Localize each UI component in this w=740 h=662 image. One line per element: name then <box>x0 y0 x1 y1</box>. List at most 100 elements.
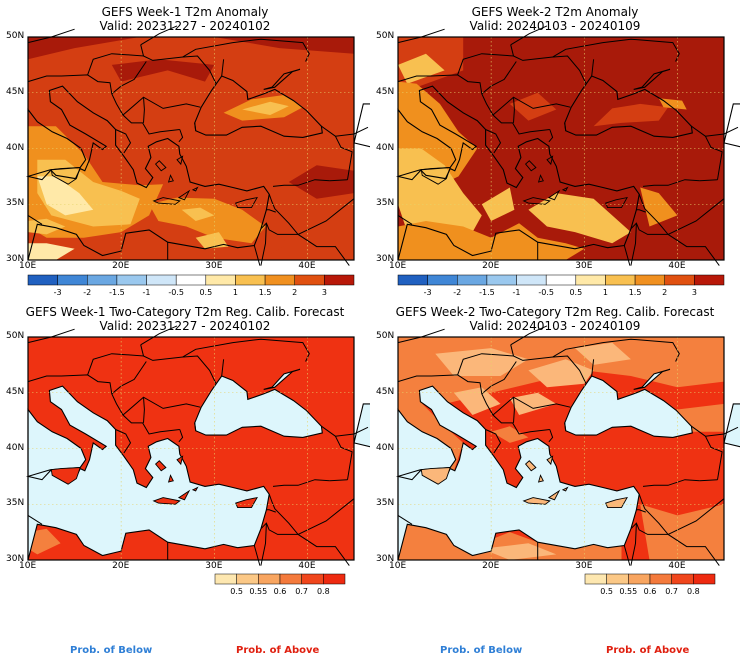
caspian-sea <box>723 403 740 448</box>
colorbar-tick-label: -3 <box>424 288 432 297</box>
colorbar-tick-label: 0.8 <box>317 587 330 596</box>
colorbar-swatch <box>116 274 147 286</box>
colorbar-swatch <box>575 274 606 286</box>
anomaly-contour-region <box>528 193 631 244</box>
country-border <box>548 429 554 443</box>
country-border <box>397 74 550 135</box>
colorbar-swatch <box>323 573 346 585</box>
anomaly-contour-region <box>37 176 94 216</box>
map-frame <box>27 36 355 261</box>
panel-title: GEFS Week-1 T2m Anomaly <box>101 5 269 19</box>
panel-title: GEFS Week-2 Two-Category T2m Reg. Calib.… <box>395 305 715 319</box>
lat-label: 45N <box>6 86 25 97</box>
island <box>522 497 551 505</box>
lat-label: 40N <box>376 142 395 153</box>
colorbar-swatch <box>397 274 428 286</box>
colorbar-tick-label: -1.5 <box>479 288 495 297</box>
country-border <box>27 74 180 135</box>
anomaly-contour-region <box>242 101 289 115</box>
anomaly-contour-region <box>398 148 482 238</box>
island <box>605 196 628 209</box>
country-border <box>699 179 718 182</box>
anomaly-contour-region <box>398 53 445 84</box>
country-border <box>481 361 517 395</box>
country-border <box>481 61 517 95</box>
country-border <box>111 361 147 395</box>
colorbar-tick-label: -0.5 <box>538 288 554 297</box>
country-border <box>260 222 350 266</box>
country-border <box>329 479 348 482</box>
lat-label: 45N <box>376 86 395 97</box>
country-border <box>591 359 595 377</box>
colorbar-tick-label: 0.55 <box>619 587 637 596</box>
probability-region <box>528 359 594 388</box>
country-border <box>260 522 350 566</box>
panel-valid-dates: Valid: 20240103 - 20240109 <box>469 319 641 333</box>
country-border <box>397 214 413 225</box>
colorbar-swatch <box>27 274 58 286</box>
country-border <box>564 122 567 131</box>
country-border <box>630 223 637 266</box>
black-sea <box>564 375 693 438</box>
island <box>176 155 184 166</box>
lon-label: 20E <box>112 561 130 571</box>
island <box>191 186 199 192</box>
colorbar-tick-label: 0.55 <box>249 587 267 596</box>
colorbar-swatch <box>634 274 665 286</box>
country-border <box>642 479 700 487</box>
panel-week2-probability: GEFS Week-2 Two-Category T2m Reg. Calib.… <box>370 300 740 600</box>
country-border <box>457 344 515 376</box>
island <box>537 174 544 183</box>
lat-label: 30N <box>376 254 395 264</box>
island <box>561 486 569 492</box>
lat-label: 30N <box>376 554 395 564</box>
country-border <box>194 422 197 431</box>
anomaly-contour-region <box>288 165 354 199</box>
colorbar-tick-label: 0.8 <box>687 587 700 596</box>
anomaly-contour-region <box>640 187 678 227</box>
colorbar-tick-label: 0.7 <box>665 587 678 596</box>
colorbar-tick-label: 2 <box>292 288 297 297</box>
country-border <box>552 38 680 62</box>
country-border <box>87 44 145 76</box>
colorbar-swatch <box>235 274 266 286</box>
lat-label: 30N <box>6 254 25 264</box>
colorbar-tick-label: -1 <box>513 288 521 297</box>
country-border <box>27 374 180 435</box>
lat-label: 35N <box>376 198 395 209</box>
anomaly-map: -3 -2 -1.5 -1 -0.5 0.5 1 1.5 2 3 <box>25 25 370 297</box>
country-border <box>111 61 147 95</box>
mediterranean-sea <box>25 385 270 561</box>
country-border <box>397 374 550 435</box>
colorbar-tick-label: 3 <box>692 288 697 297</box>
lon-label: 10E <box>19 561 37 571</box>
panel-valid-dates: Valid: 20240103 - 20240109 <box>469 19 641 33</box>
anomaly-contour-region <box>251 232 289 255</box>
country-border <box>140 25 178 46</box>
country-border <box>691 425 739 437</box>
probability-region <box>509 392 557 415</box>
country-border <box>329 179 348 182</box>
country-border <box>513 55 587 85</box>
panel-title: GEFS Week-1 Two-Category T2m Reg. Calib.… <box>25 305 345 319</box>
country-border <box>638 194 669 235</box>
country-border <box>513 355 587 385</box>
country-border <box>178 129 184 143</box>
anomaly-contour-region <box>28 37 354 60</box>
country-border <box>591 59 595 77</box>
island <box>605 496 628 509</box>
anomaly-contour-region <box>509 92 557 121</box>
mediterranean-sea <box>25 85 270 261</box>
lat-label: 35N <box>6 498 25 509</box>
lon-label: 40E <box>668 261 686 271</box>
colorbar-tick-label: 0.5 <box>600 587 613 596</box>
country-border <box>122 96 201 116</box>
country-border <box>623 245 631 266</box>
country-border <box>630 222 720 266</box>
lat-label: 50N <box>376 331 395 341</box>
country-border <box>143 397 145 423</box>
anomaly-contour-region <box>111 59 215 82</box>
colorbar-swatch <box>175 274 207 286</box>
anomaly-contour-region <box>149 197 266 244</box>
colorbar-swatch <box>671 573 694 585</box>
